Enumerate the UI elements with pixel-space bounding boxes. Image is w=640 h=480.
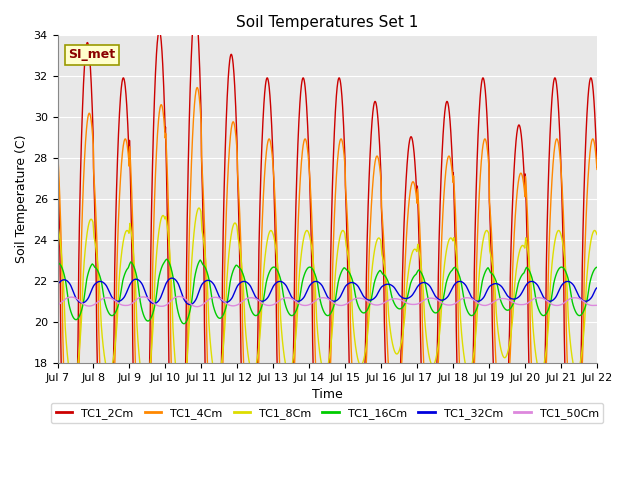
TC1_4Cm [205, 391, 212, 396]
Line: TC1_4Cm: TC1_4Cm [58, 87, 597, 480]
TC1_32Cm [546, 299, 554, 304]
TC1_16Cm [163, 256, 170, 262]
TC1_16Cm [54, 260, 61, 266]
TC1_50Cm [546, 300, 554, 306]
TC1_32Cm [186, 302, 194, 308]
TC1_50Cm [205, 297, 212, 302]
TC1_8Cm [54, 222, 61, 228]
TC1_8Cm [484, 229, 492, 235]
X-axis label: Time: Time [312, 388, 342, 401]
Line: TC1_32Cm: TC1_32Cm [58, 278, 597, 305]
TC1_32Cm [593, 285, 601, 291]
Line: TC1_16Cm: TC1_16Cm [58, 259, 597, 324]
TC1_16Cm [180, 321, 188, 326]
TC1_50Cm [193, 304, 201, 310]
TC1_2Cm [593, 165, 601, 170]
TC1_16Cm [205, 274, 212, 280]
TC1_32Cm [168, 275, 176, 281]
TC1_8Cm [195, 205, 203, 211]
TC1_4Cm [561, 249, 568, 254]
TC1_8Cm [561, 256, 568, 262]
TC1_50Cm [355, 295, 363, 301]
TC1_16Cm [561, 267, 568, 273]
TC1_2Cm [546, 138, 554, 144]
Text: SI_met: SI_met [68, 48, 115, 61]
TC1_50Cm [484, 302, 492, 308]
TC1_2Cm [561, 358, 568, 363]
TC1_4Cm [54, 148, 61, 154]
TC1_2Cm [191, 4, 199, 10]
TC1_2Cm [343, 240, 351, 246]
TC1_32Cm [561, 279, 568, 285]
TC1_4Cm [193, 84, 201, 90]
TC1_50Cm [54, 301, 61, 307]
Line: TC1_8Cm: TC1_8Cm [58, 208, 597, 395]
Line: TC1_2Cm: TC1_2Cm [58, 7, 597, 480]
Legend: TC1_2Cm, TC1_4Cm, TC1_8Cm, TC1_16Cm, TC1_32Cm, TC1_50Cm: TC1_2Cm, TC1_4Cm, TC1_8Cm, TC1_16Cm, TC1… [51, 403, 604, 423]
TC1_32Cm [355, 285, 363, 290]
TC1_50Cm [561, 300, 568, 305]
TC1_8Cm [593, 232, 601, 238]
TC1_32Cm [54, 280, 61, 286]
TC1_32Cm [484, 286, 492, 291]
TC1_16Cm [355, 305, 363, 311]
TC1_50Cm [175, 294, 183, 300]
TC1_8Cm [205, 312, 212, 317]
TC1_16Cm [546, 302, 554, 308]
TC1_4Cm [343, 211, 351, 216]
TC1_16Cm [343, 267, 351, 273]
TC1_8Cm [177, 392, 185, 398]
TC1_4Cm [593, 167, 601, 172]
TC1_4Cm [484, 156, 492, 162]
TC1_16Cm [593, 264, 601, 270]
TC1_32Cm [343, 282, 351, 288]
TC1_8Cm [343, 248, 351, 253]
TC1_32Cm [205, 277, 212, 283]
Title: Soil Temperatures Set 1: Soil Temperatures Set 1 [236, 15, 419, 30]
TC1_2Cm [54, 144, 61, 149]
TC1_4Cm [546, 224, 554, 230]
TC1_2Cm [484, 143, 492, 148]
Line: TC1_50Cm: TC1_50Cm [58, 297, 597, 307]
TC1_8Cm [546, 296, 554, 301]
Y-axis label: Soil Temperature (C): Soil Temperature (C) [15, 135, 28, 264]
TC1_8Cm [355, 360, 363, 365]
TC1_4Cm [355, 444, 363, 450]
TC1_16Cm [484, 265, 492, 271]
TC1_50Cm [343, 300, 351, 306]
TC1_50Cm [593, 302, 601, 308]
